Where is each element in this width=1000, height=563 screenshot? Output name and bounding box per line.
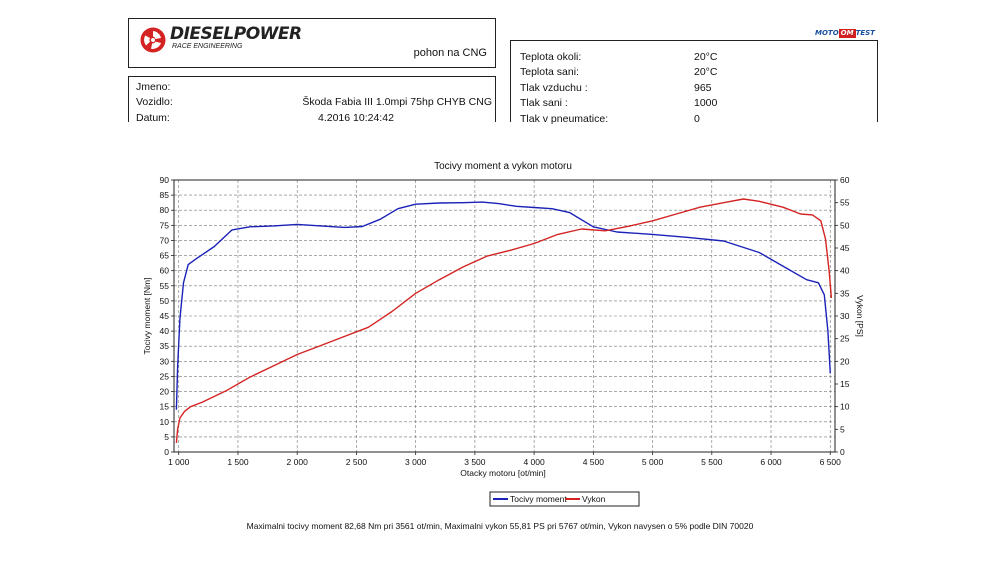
y-left-tick-label: 20 bbox=[160, 387, 170, 397]
x-tick-label: 2 500 bbox=[346, 457, 368, 467]
y-right-tick-label: 40 bbox=[840, 266, 850, 276]
y-right-tick-label: 10 bbox=[840, 402, 850, 412]
x-tick-label: 1 000 bbox=[168, 457, 190, 467]
y-left-tick-label: 80 bbox=[160, 205, 170, 215]
summary-footer: Maximalni tocivy moment 82,68 Nm pri 356… bbox=[246, 521, 754, 531]
y-axis-left-label: Tocivy moment [Nm] bbox=[142, 278, 152, 355]
info-value-date: 4.2016 10:24:42 bbox=[318, 112, 394, 124]
y-right-tick-label: 35 bbox=[840, 288, 850, 298]
env-label-intake-pressure: Tlak sani : bbox=[520, 97, 568, 109]
y-axis-right-label: Vykon [PS] bbox=[855, 295, 865, 337]
brand-name: DIESELPOWER bbox=[170, 24, 302, 44]
y-right-tick-label: 55 bbox=[840, 198, 850, 208]
brand-header-box: DIESELPOWER RACE ENGINEERING pohon na CN… bbox=[128, 18, 496, 68]
y-right-tick-label: 15 bbox=[840, 379, 850, 389]
env-value-intake-pressure: 1000 bbox=[694, 97, 718, 109]
y-left-tick-label: 15 bbox=[160, 402, 170, 412]
y-left-tick-label: 50 bbox=[160, 296, 170, 306]
y-right-tick-label: 5 bbox=[840, 424, 845, 434]
env-label-intake-temp: Teplota sani: bbox=[520, 66, 579, 78]
fuel-type-label: pohon na CNG bbox=[413, 47, 487, 59]
info-value-vehicle: Škoda Fabia III 1.0mpi 75hp CHYB CNG bbox=[302, 96, 492, 108]
y-left-tick-label: 55 bbox=[160, 281, 170, 291]
x-tick-label: 3 000 bbox=[405, 457, 427, 467]
chart-series bbox=[175, 198, 833, 443]
mototest-part-moto: MOTO bbox=[815, 29, 839, 37]
mototest-part-test: TEST bbox=[855, 29, 875, 37]
moto-om-test-logo: MOTO OM TEST bbox=[815, 29, 875, 38]
env-value-intake-temp: 20°C bbox=[694, 66, 718, 78]
y-left-tick-label: 60 bbox=[160, 266, 170, 276]
env-label-air-pressure: Tlak vzduchu : bbox=[520, 82, 588, 94]
info-label-vehicle: Vozidlo: bbox=[136, 96, 173, 108]
y-left-tick-label: 35 bbox=[160, 341, 170, 351]
chart-legend: Tocivy moment Vykon bbox=[489, 491, 640, 507]
y-right-tick-label: 45 bbox=[840, 243, 850, 253]
y-right-tick-label: 50 bbox=[840, 220, 850, 230]
turbo-swirl-icon bbox=[140, 27, 166, 53]
env-label-tire-pressure: Tlak v pneumatice: bbox=[520, 113, 609, 125]
x-tick-label: 5 500 bbox=[701, 457, 723, 467]
vehicle-info-box: Jmeno: Vozidlo: Škoda Fabia III 1.0mpi 7… bbox=[128, 76, 496, 124]
y-right-tick-label: 60 bbox=[840, 175, 850, 185]
env-value-tire-pressure: 0 bbox=[694, 113, 700, 125]
power-series-line bbox=[175, 198, 833, 443]
y-left-tick-label: 25 bbox=[160, 371, 170, 381]
chart-grid bbox=[174, 180, 835, 452]
y-left-tick-label: 10 bbox=[160, 417, 170, 427]
y-left-tick-label: 90 bbox=[160, 175, 170, 185]
y-left-tick-label: 0 bbox=[164, 447, 169, 457]
environment-conditions-box: Teplota okoli: 20°C Teplota sani: 20°C T… bbox=[510, 40, 878, 125]
info-label-name: Jmeno: bbox=[136, 81, 171, 93]
brand-subtitle: RACE ENGINEERING bbox=[172, 43, 243, 50]
y-left-tick-label: 85 bbox=[160, 190, 170, 200]
env-value-air-pressure: 965 bbox=[694, 82, 712, 94]
x-axis-label: Otacky motoru [ot/min] bbox=[460, 468, 546, 478]
y-left-tick-label: 40 bbox=[160, 326, 170, 336]
dieselpower-logo: DIESELPOWER RACE ENGINEERING bbox=[139, 26, 302, 58]
y-right-tick-label: 20 bbox=[840, 356, 850, 366]
mototest-part-om: OM bbox=[838, 29, 856, 38]
info-label-date: Datum: bbox=[136, 112, 170, 124]
y-left-tick-label: 30 bbox=[160, 356, 170, 366]
env-value-ambient-temp: 20°C bbox=[694, 51, 718, 63]
y-left-tick-label: 70 bbox=[160, 235, 170, 245]
x-tick-label: 1 500 bbox=[227, 457, 249, 467]
y-left-tick-label: 65 bbox=[160, 251, 170, 261]
x-tick-label: 4 500 bbox=[583, 457, 605, 467]
chart-title: Tocivy moment a vykon motoru bbox=[434, 161, 572, 172]
x-tick-label: 6 000 bbox=[760, 457, 782, 467]
x-tick-label: 5 000 bbox=[642, 457, 664, 467]
x-tick-label: 4 000 bbox=[523, 457, 545, 467]
legend-label-torque: Tocivy moment bbox=[510, 494, 567, 504]
y-right-tick-label: 0 bbox=[840, 447, 845, 457]
env-label-ambient-temp: Teplota okoli: bbox=[520, 51, 582, 63]
x-tick-label: 3 500 bbox=[464, 457, 486, 467]
y-right-tick-label: 30 bbox=[840, 311, 850, 321]
torque-series-line bbox=[175, 201, 831, 410]
y-left-tick-label: 75 bbox=[160, 220, 170, 230]
y-left-tick-label: 45 bbox=[160, 311, 170, 321]
legend-label-power: Vykon bbox=[582, 494, 606, 504]
y-left-tick-label: 5 bbox=[164, 432, 169, 442]
y-right-tick-label: 25 bbox=[840, 334, 850, 344]
x-tick-label: 6 500 bbox=[820, 457, 842, 467]
legend-frame bbox=[489, 491, 640, 507]
x-tick-label: 2 000 bbox=[287, 457, 309, 467]
